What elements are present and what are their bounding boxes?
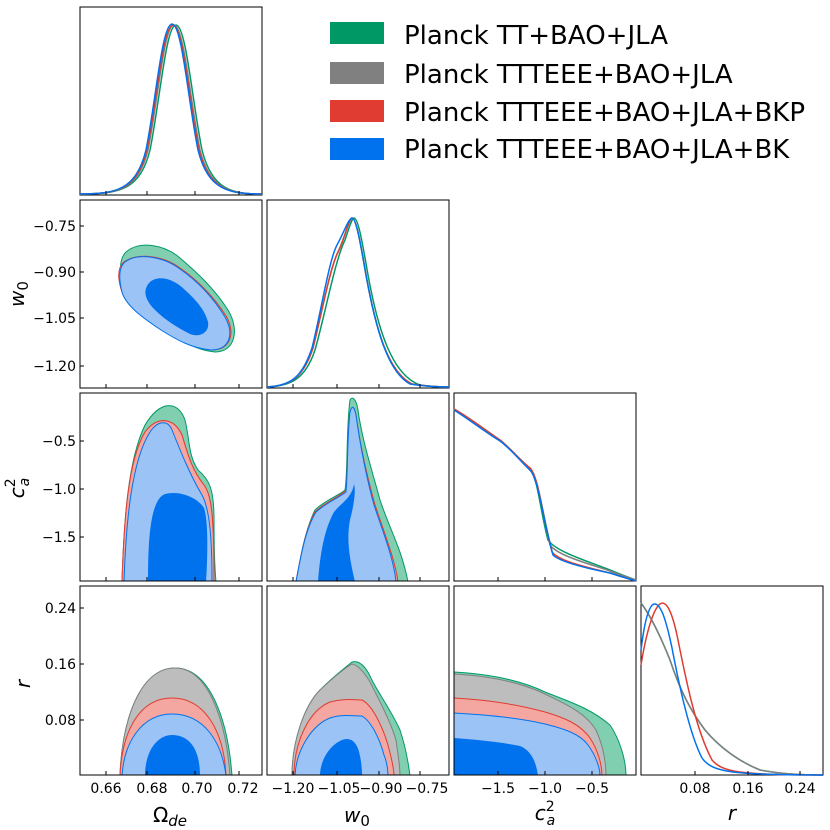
y-tick-ca2-2: −1.5 (42, 530, 76, 546)
y-tick-ca2-0: −0.5 (42, 434, 76, 450)
panel-omega-w0 (79, 199, 263, 389)
y-tick-w0-3: −1.20 (33, 359, 76, 375)
x-tick-r-1: 0.16 (732, 781, 763, 797)
omega-curve-bk (79, 23, 263, 195)
axis-labels: Ωde w0 c2 a r w0 c2a r (3, 281, 738, 830)
ca2-curve-bk (453, 409, 637, 582)
omega-w0-contour-bk-inner (145, 278, 209, 336)
y-tick-w0-0: −0.75 (33, 219, 76, 235)
panel-omega-ca2 (79, 392, 263, 582)
y-tick-ca2-1: −1.0 (42, 482, 76, 498)
legend: Planck TT+BAO+JLA Planck TTTEEE+BAO+JLA … (330, 21, 805, 165)
legend-label-bk: Planck TTTEEE+BAO+JLA+BK (404, 135, 790, 165)
omega-curve-bkp (79, 24, 263, 195)
legend-label-tt: Planck TT+BAO+JLA (404, 21, 668, 51)
panel-omega-marginal (79, 6, 263, 196)
x-label-ca2: c2 a (535, 799, 556, 829)
legend-label-bkp: Planck TTTEEE+BAO+JLA+BKP (404, 98, 805, 128)
x-tick-ca2-0: −1.5 (481, 781, 515, 797)
x-tick-omega-2: 0.70 (181, 781, 212, 797)
y-tick-w0-1: −0.90 (33, 265, 76, 281)
ca2-r-contour-bk-inner (454, 738, 538, 775)
x-label-w0: w0 (344, 803, 370, 830)
omega-curve-ttteee (79, 24, 263, 195)
y-tick-r-0: 0.24 (45, 601, 76, 617)
r-curve-bk (640, 603, 824, 776)
w0-ca2-contour-bk-inner (318, 484, 355, 581)
legend-swatch-ttteee (330, 62, 384, 84)
r-curve-tt (640, 602, 824, 776)
y-label-w0: w0 (5, 281, 32, 307)
legend-swatch-tt (330, 22, 384, 44)
x-label-r: r (728, 801, 738, 825)
ca2-curve-tt (453, 408, 637, 581)
x-tick-r-2: 0.24 (784, 781, 815, 797)
panel-ca2-r (453, 585, 637, 776)
x-tick-labels: 0.66 0.68 0.70 0.72 −1.20 −1.05 −0.90 −0… (90, 781, 815, 797)
legend-swatch-bk (330, 138, 384, 160)
w0-curve-tt (266, 217, 450, 388)
y-label-r: r (11, 678, 35, 688)
ca2-curve-bkp (453, 408, 637, 582)
x-tick-ca2-2: −0.5 (575, 781, 609, 797)
legend-swatch-bkp (330, 100, 384, 122)
legend-label-ttteee: Planck TTTEEE+BAO+JLA (404, 60, 733, 90)
x-tick-r-0: 0.08 (679, 781, 710, 797)
y-tick-r-1: 0.16 (45, 657, 76, 673)
panel-r-marginal (640, 585, 824, 776)
omega-curve-tt (79, 24, 263, 195)
x-tick-omega-3: 0.72 (227, 781, 258, 797)
x-tick-omega-1: 0.68 (136, 781, 167, 797)
r-curve-ttteee (640, 602, 824, 776)
r-curve-bkp (640, 602, 824, 776)
ca2-curve-ttteee (453, 408, 637, 581)
y-tick-labels: −0.75 −0.90 −1.05 −1.20 −0.5 −1.0 −1.5 0… (33, 219, 76, 729)
x-tick-w0-1: −1.05 (318, 781, 361, 797)
panel-ca2-marginal (453, 392, 637, 582)
panel-w0-ca2 (266, 392, 450, 582)
y-label-ca2: c2a (3, 478, 33, 499)
w0-ca2-contour-bk-outer (295, 407, 397, 581)
omega-r-contour-bk-inner (145, 735, 200, 775)
x-tick-omega-0: 0.66 (90, 781, 121, 797)
x-tick-w0-2: −0.90 (360, 781, 403, 797)
omega-ca2-contour-bk-inner (148, 493, 208, 581)
panel-omega-r (79, 585, 263, 776)
w0-curve-bkp (266, 217, 450, 388)
w0-curve-bk (266, 217, 450, 388)
w0-r-contour-bk-inner (320, 739, 362, 775)
panel-w0-marginal (266, 199, 450, 389)
y-tick-r-2: 0.08 (45, 713, 76, 729)
x-tick-ca2-1: −1.0 (528, 781, 562, 797)
y-tick-w0-2: −1.05 (33, 311, 76, 327)
x-label-omega: Ωde (153, 803, 187, 830)
x-tick-w0-0: −1.20 (272, 781, 315, 797)
w0-curve-ttteee (266, 217, 450, 388)
panel-w0-r (266, 585, 450, 776)
x-tick-w0-3: −0.75 (406, 781, 449, 797)
